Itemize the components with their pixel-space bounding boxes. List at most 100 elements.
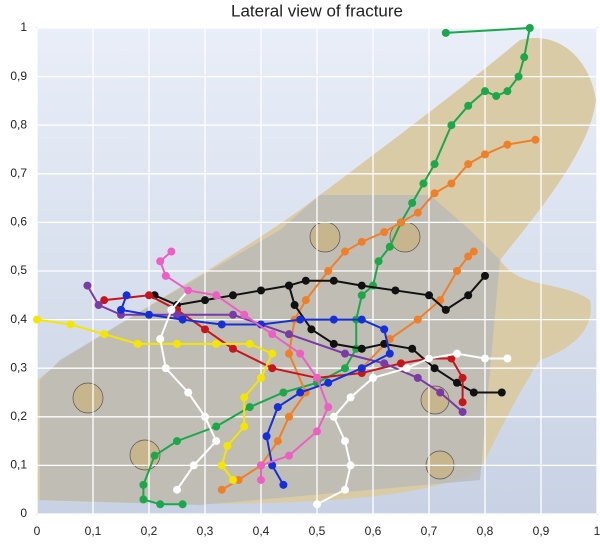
point <box>329 315 338 324</box>
point <box>268 349 277 358</box>
point <box>458 398 467 407</box>
point <box>122 291 131 300</box>
point <box>268 364 277 373</box>
x-tick-label: 0,9 <box>533 524 550 538</box>
point <box>464 101 473 110</box>
point <box>94 301 103 310</box>
point <box>313 373 321 382</box>
chart-title: Lateral view of fracture <box>231 1 403 20</box>
point <box>268 461 277 470</box>
point <box>413 208 422 217</box>
point <box>313 427 321 436</box>
point <box>497 388 506 397</box>
point <box>145 291 153 300</box>
point <box>357 281 366 290</box>
point <box>380 228 389 237</box>
point <box>481 87 489 96</box>
point <box>296 349 305 358</box>
point <box>324 403 333 412</box>
point <box>229 344 237 353</box>
point <box>469 388 478 397</box>
point <box>385 349 394 358</box>
point <box>229 310 237 319</box>
point <box>161 364 170 373</box>
point <box>419 179 428 188</box>
point <box>139 495 148 504</box>
point <box>173 437 181 446</box>
y-tick-label: 0 <box>20 506 27 520</box>
point <box>357 364 366 373</box>
point <box>341 247 349 256</box>
point <box>234 475 243 484</box>
point <box>458 373 467 382</box>
x-tick-label: 0 <box>34 524 41 538</box>
point <box>357 237 366 246</box>
point <box>492 92 501 101</box>
series-layer <box>33 24 540 509</box>
point <box>245 403 254 412</box>
series-line <box>119 294 391 486</box>
x-tick-label: 0,3 <box>197 524 214 538</box>
point <box>178 500 187 509</box>
point <box>201 296 209 305</box>
y-tick-label: 0,4 <box>10 312 27 326</box>
point <box>324 267 333 275</box>
point <box>173 310 181 319</box>
x-tick-label: 1 <box>594 524 600 538</box>
point <box>324 378 333 387</box>
point <box>229 475 237 484</box>
point <box>201 412 209 421</box>
point <box>525 24 534 32</box>
grid <box>36 27 598 515</box>
point <box>156 335 165 344</box>
point <box>178 315 187 324</box>
point <box>369 373 377 382</box>
point <box>217 485 226 494</box>
point <box>481 271 489 280</box>
point <box>212 339 221 348</box>
point <box>481 354 489 363</box>
point <box>425 354 433 363</box>
point <box>391 286 400 295</box>
point <box>257 373 265 382</box>
point <box>453 267 461 275</box>
point <box>240 393 249 402</box>
point <box>201 325 209 334</box>
y-tick-label: 0,3 <box>10 360 27 374</box>
point <box>285 281 293 290</box>
x-tick-label: 0,2 <box>141 524 158 538</box>
point <box>425 291 433 300</box>
x-tick-label: 0,1 <box>85 524 102 538</box>
point <box>279 388 288 397</box>
point <box>167 247 176 256</box>
x-tick-label: 0,7 <box>421 524 438 538</box>
point <box>285 330 293 339</box>
point <box>329 276 338 285</box>
point <box>100 330 109 339</box>
point <box>279 480 288 489</box>
point <box>285 412 293 421</box>
x-tick-label: 0,5 <box>309 524 326 538</box>
tick-labels: 0 0,1 0,2 0,3 0,4 0,5 0,6 0,7 0,8 0,9 1 0 0,1 0,2 0,3 0… <box>10 20 600 538</box>
point <box>385 242 394 251</box>
y-tick-label: 0,5 <box>10 263 27 277</box>
point <box>290 301 299 310</box>
y-tick-label: 0,7 <box>10 166 27 180</box>
point <box>100 296 109 305</box>
point <box>341 437 349 446</box>
point <box>341 364 349 373</box>
point <box>374 257 383 266</box>
point <box>273 437 282 446</box>
series-line <box>316 352 508 506</box>
point <box>189 461 198 470</box>
point <box>520 53 529 62</box>
series-line <box>159 250 330 480</box>
point <box>145 310 153 319</box>
x-tick-label: 0,8 <box>477 524 494 538</box>
point <box>313 500 321 509</box>
point <box>481 150 489 159</box>
point <box>212 437 221 446</box>
point <box>514 72 523 81</box>
point <box>268 330 277 339</box>
point <box>262 432 271 441</box>
